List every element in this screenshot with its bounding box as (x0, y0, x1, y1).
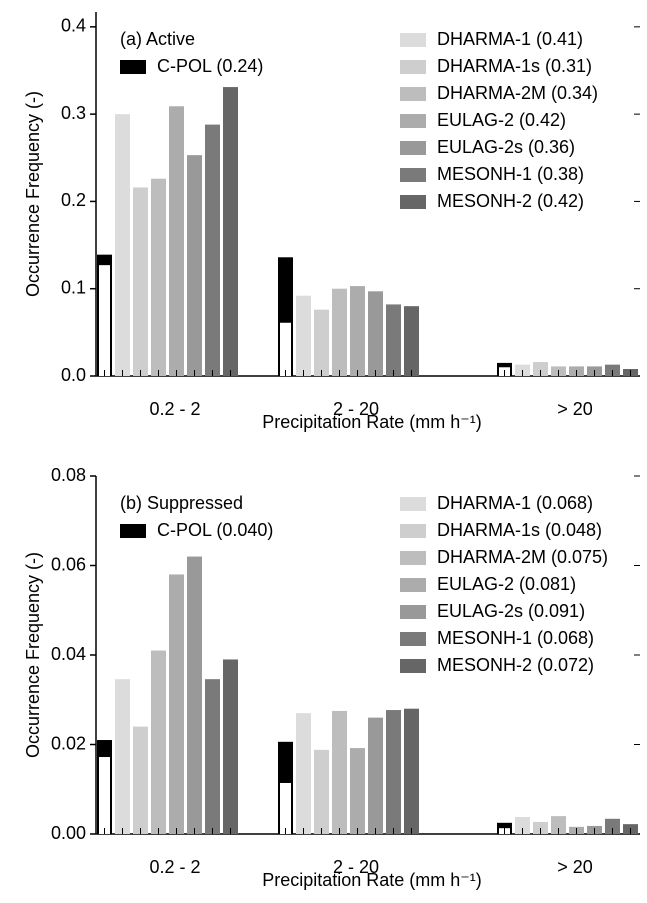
legend-label: C-POL (0.24) (157, 56, 263, 76)
legend-swatch (400, 605, 426, 619)
legend-swatch (400, 60, 426, 74)
panel-annotation: (a) Active (120, 29, 195, 49)
legend-label: DHARMA-1 (0.41) (437, 29, 583, 49)
bar (133, 187, 148, 376)
legend-label: C-POL (0.040) (157, 520, 273, 540)
bar (169, 106, 184, 377)
x-axis-label: Precipitation Rate (mm h⁻¹) (262, 870, 482, 890)
legend-swatch (400, 578, 426, 592)
y-tick-label: 0.04 (51, 644, 86, 664)
legend-swatch (120, 60, 146, 74)
y-tick-label: 0.02 (51, 733, 86, 753)
bar (115, 679, 130, 834)
legend-swatch (400, 114, 426, 128)
legend-label: MESONH-1 (0.38) (437, 164, 584, 184)
bar-inner (280, 322, 291, 376)
x-tick-label: 2 - 20 (333, 399, 379, 419)
bar (205, 679, 220, 834)
bar (187, 155, 202, 376)
legend-label: EULAG-2 (0.081) (437, 574, 576, 594)
bar (605, 818, 620, 834)
legend-swatch (400, 551, 426, 565)
bar (533, 821, 548, 834)
bar (404, 708, 419, 834)
legend-swatch (400, 195, 426, 209)
bar (533, 362, 548, 376)
legend-label: DHARMA-1s (0.048) (437, 520, 602, 540)
legend-swatch (400, 659, 426, 673)
legend-label: EULAG-2 (0.42) (437, 110, 566, 130)
bar (368, 291, 383, 376)
x-tick-label: > 20 (557, 857, 593, 877)
legend-label: DHARMA-2M (0.34) (437, 83, 598, 103)
legend-label: MESONH-2 (0.42) (437, 191, 584, 211)
legend-label: MESONH-1 (0.068) (437, 628, 594, 648)
bar (151, 650, 166, 834)
y-tick-label: 0.2 (61, 190, 86, 210)
bar (386, 304, 401, 376)
x-tick-label: 0.2 - 2 (149, 399, 200, 419)
y-tick-label: 0.0 (61, 365, 86, 385)
bar (223, 87, 238, 376)
legend-label: EULAG-2s (0.36) (437, 137, 575, 157)
bar (115, 114, 130, 377)
bar-inner (280, 782, 291, 834)
bar (404, 306, 419, 376)
x-axis-label: Precipitation Rate (mm h⁻¹) (262, 412, 482, 432)
bar (350, 748, 365, 834)
legend-swatch (400, 168, 426, 182)
legend-swatch (400, 524, 426, 538)
bar (350, 286, 365, 376)
legend-swatch (400, 141, 426, 155)
bar (205, 124, 220, 377)
y-tick-label: 0.1 (61, 277, 86, 297)
bar (133, 726, 148, 834)
bar (332, 710, 347, 834)
x-tick-label: 2 - 20 (333, 857, 379, 877)
legend-swatch (120, 524, 146, 538)
bar (368, 717, 383, 834)
bar (314, 309, 329, 376)
bar (386, 710, 401, 834)
bar-inner (99, 757, 110, 834)
y-tick-label: 0.06 (51, 554, 86, 574)
panel-annotation: (b) Suppressed (120, 493, 243, 513)
y-tick-label: 0.3 (61, 103, 86, 123)
x-tick-label: > 20 (557, 399, 593, 419)
legend-label: DHARMA-2M (0.075) (437, 547, 608, 567)
bar (169, 574, 184, 834)
bar (151, 178, 166, 376)
y-axis-label: Occurrence Frequency (-) (23, 91, 43, 297)
bar (551, 816, 566, 834)
legend-label: DHARMA-1 (0.068) (437, 493, 593, 513)
legend-label: DHARMA-1s (0.31) (437, 56, 592, 76)
y-tick-label: 0.4 (61, 16, 86, 36)
legend-swatch (400, 632, 426, 646)
bar (296, 295, 311, 376)
legend-swatch (400, 497, 426, 511)
legend-label: MESONH-2 (0.072) (437, 655, 594, 675)
x-tick-label: 0.2 - 2 (149, 857, 200, 877)
legend-swatch (400, 87, 426, 101)
bar (332, 288, 347, 376)
y-tick-label: 0.00 (51, 823, 86, 843)
bar (223, 659, 238, 834)
y-axis-label: Occurrence Frequency (-) (23, 552, 43, 758)
bar (314, 749, 329, 834)
bar (515, 816, 530, 834)
legend-label: EULAG-2s (0.091) (437, 601, 585, 621)
bar-inner (99, 265, 110, 376)
y-tick-label: 0.08 (51, 465, 86, 485)
legend-swatch (400, 33, 426, 47)
bar (296, 713, 311, 834)
bar (187, 556, 202, 834)
